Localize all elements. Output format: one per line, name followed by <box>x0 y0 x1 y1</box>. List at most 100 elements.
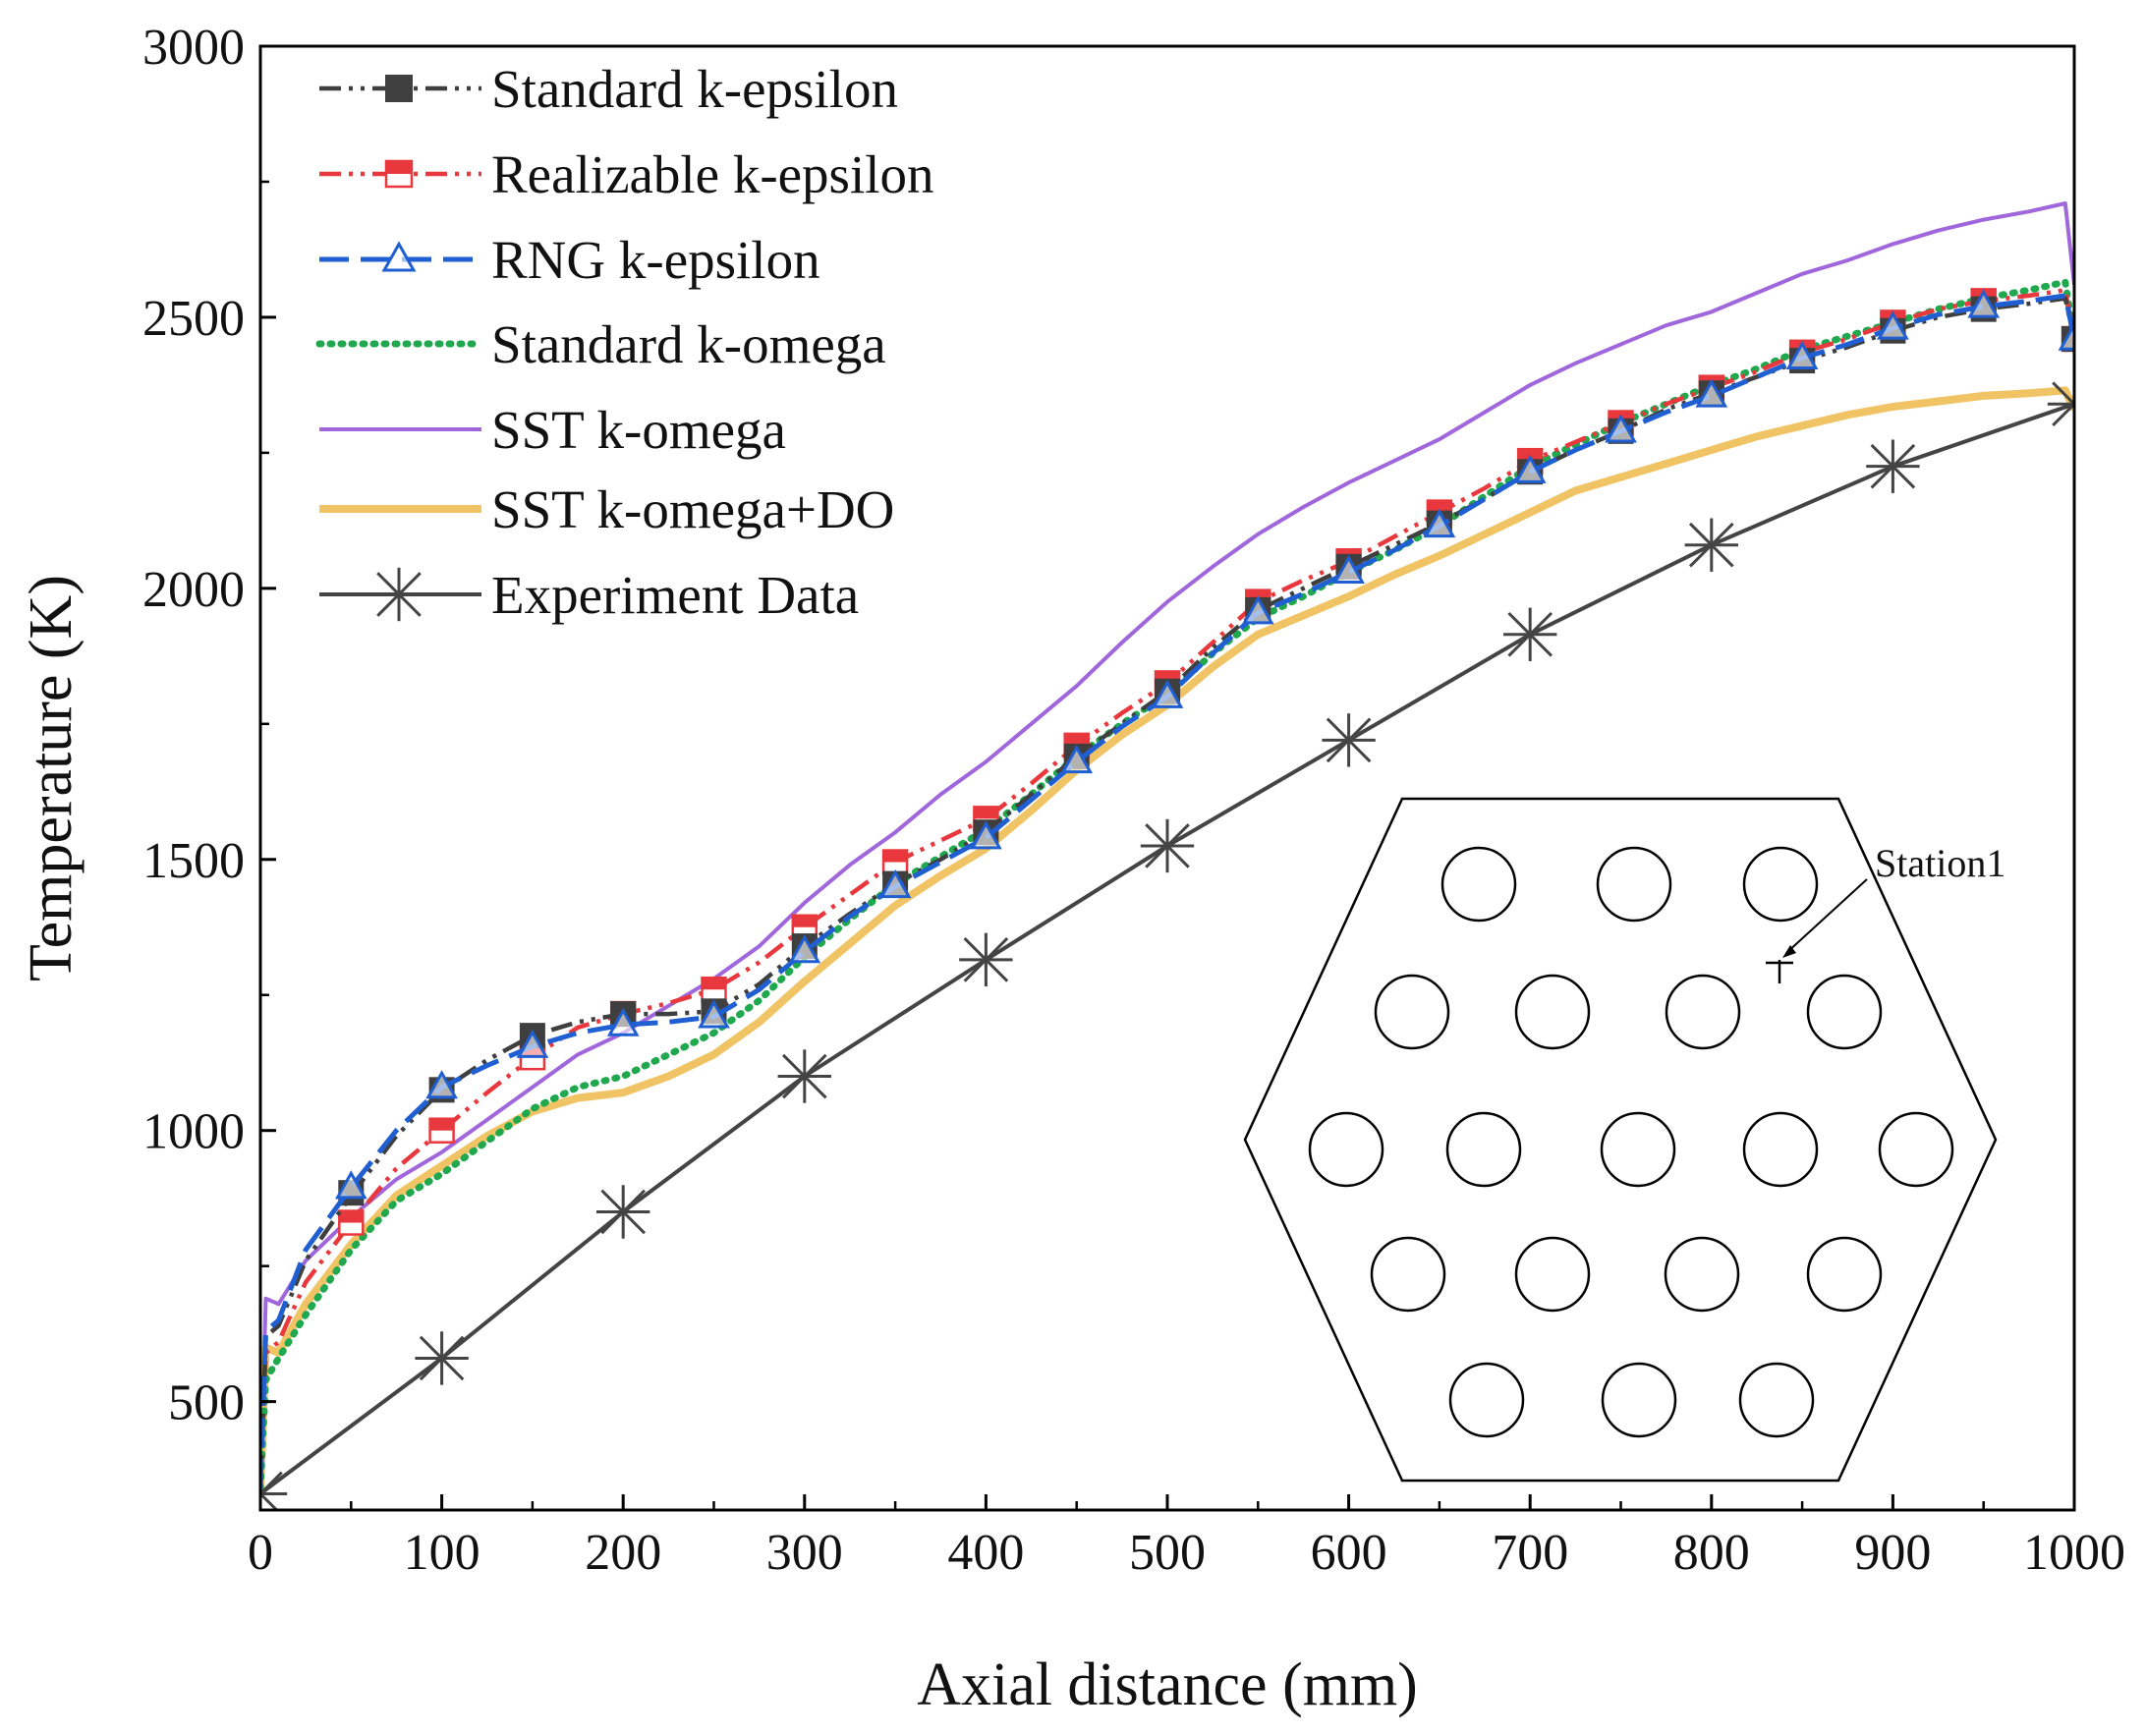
series-marker-rng-k-epsilon <box>1241 595 1274 625</box>
rod-circle <box>1664 1236 1740 1313</box>
rod-circle <box>1596 846 1672 923</box>
legend-label: SST k-omega <box>491 400 786 460</box>
series-marker-experiment-data <box>959 932 1013 987</box>
series-marker-experiment-data <box>1684 518 1738 572</box>
legend: Standard k-epsilon Realizable k-epsilon RN… <box>315 59 934 625</box>
series-marker-rng-k-epsilon <box>334 1170 367 1200</box>
series-marker-experiment-data <box>1503 607 1557 661</box>
x-axis: 0 100 200 300 400 500 600 700 800 900 1000 <box>248 1494 2125 1581</box>
y-tick-label: 2500 <box>142 291 245 347</box>
series-line-rng-k-epsilon <box>260 293 2074 1488</box>
rod-circle <box>1878 1111 1954 1188</box>
legend-label: SST k-omega+DO <box>491 479 894 539</box>
legend-label: Realizable k-epsilon <box>491 144 934 204</box>
series-marker-experiment-data <box>596 1185 650 1239</box>
legend-marker <box>381 241 417 272</box>
y-tick-label: 1500 <box>142 833 245 889</box>
legend-label: Experiment Data <box>491 565 859 625</box>
station-marker <box>1766 960 1793 983</box>
legend-item-rng-k-epsilon: RNG k-epsilon <box>319 230 820 290</box>
station-arrow <box>1785 878 1868 954</box>
series-marker-experiment-data <box>415 1331 469 1385</box>
y-tick-label: 1000 <box>142 1104 245 1160</box>
station-label: Station1 <box>1875 841 2005 885</box>
legend-label: Standard k-epsilon <box>491 59 898 119</box>
legend-label: RNG k-epsilon <box>491 230 820 290</box>
rod-circle <box>1514 1236 1591 1313</box>
series-marker-experiment-data <box>1322 713 1376 767</box>
x-tick-label: 900 <box>1854 1525 1931 1581</box>
y-axis: 500 1000 1500 2000 2500 3000 <box>142 20 276 1431</box>
rod-circle <box>1738 1362 1815 1438</box>
series-rng-k-epsilon <box>260 289 2074 1488</box>
series-sst-k-omega-do <box>260 386 2074 1489</box>
y-tick-label: 2000 <box>142 562 245 618</box>
series-line-realizable-k-epsilon <box>260 288 2074 1488</box>
legend-marker <box>371 567 426 622</box>
series-marker-rng-k-epsilon <box>970 820 1002 850</box>
series-marker-rng-k-epsilon <box>698 999 730 1029</box>
x-axis-label: Axial distance (mm) <box>917 1652 1418 1718</box>
x-tick-label: 300 <box>766 1525 843 1581</box>
rod-circle <box>1806 974 1883 1050</box>
series-sst-k-omega <box>260 201 2074 1488</box>
series-marker-rng-k-epsilon <box>1332 554 1365 584</box>
x-tick-label: 100 <box>404 1525 480 1581</box>
rod-circle <box>1742 1111 1819 1188</box>
series-marker-experiment-data <box>777 1049 831 1103</box>
series-marker-rng-k-epsilon <box>1513 454 1547 483</box>
series-marker-experiment-data <box>1866 439 1920 493</box>
rod-circle <box>1600 1111 1676 1188</box>
series-marker-rng-k-epsilon <box>2058 321 2074 351</box>
rod-circle <box>1448 1362 1525 1438</box>
series-marker-rng-k-epsilon <box>1060 744 1094 774</box>
rod-circle <box>1374 974 1450 1050</box>
rod-circle <box>1514 974 1591 1050</box>
series-marker-experiment-data <box>1140 818 1195 873</box>
series-marker-realizable-k-epsilon <box>701 976 727 1003</box>
x-tick-label: 600 <box>1311 1525 1387 1581</box>
series-marker-rng-k-epsilon <box>606 1007 640 1036</box>
series-layer <box>260 201 2074 1510</box>
series-marker-rng-k-epsilon <box>516 1029 549 1058</box>
y-tick-label: 500 <box>168 1375 245 1431</box>
legend-item-sst-k-omega-do: SST k-omega+DO <box>319 479 894 539</box>
y-axis-label: Temperature (K) <box>18 575 85 981</box>
x-tick-label: 400 <box>947 1525 1024 1581</box>
legend-item-realizable-k-epsilon: Realizable k-epsilon <box>319 144 934 204</box>
x-tick-label: 700 <box>1492 1525 1568 1581</box>
rod-circle <box>1370 1236 1446 1313</box>
rod-circles <box>1308 846 1954 1438</box>
series-marker-experiment-data <box>2047 377 2074 431</box>
legend-item-sst-k-omega: SST k-omega <box>319 400 786 460</box>
series-marker-rng-k-epsilon <box>1423 508 1456 538</box>
plot-area <box>260 201 2074 1510</box>
series-marker-realizable-k-epsilon <box>338 1209 365 1236</box>
series-marker-realizable-k-epsilon <box>881 849 909 875</box>
legend-item-experiment-data: Experiment Data <box>319 565 859 625</box>
series-marker-rng-k-epsilon <box>788 934 821 964</box>
y-tick-label: 3000 <box>142 20 245 76</box>
series-marker-rng-k-epsilon <box>1785 340 1819 370</box>
series-line-sst-k-omega <box>260 201 2074 1488</box>
series-marker-rng-k-epsilon <box>425 1070 458 1099</box>
rod-circle <box>1601 1362 1677 1438</box>
legend-marker <box>385 75 413 102</box>
rod-circle <box>1445 1111 1522 1188</box>
x-tick-label: 800 <box>1673 1525 1750 1581</box>
series-marker-rng-k-epsilon <box>1877 310 1909 340</box>
legend-item-standard-k-epsilon: Standard k-epsilon <box>319 59 898 119</box>
series-marker-rng-k-epsilon <box>1151 679 1184 708</box>
series-marker-realizable-k-epsilon <box>428 1117 455 1144</box>
rod-bundle-inset: Station1 <box>1243 797 2005 1483</box>
rod-circle <box>1440 846 1517 923</box>
series-marker-rng-k-epsilon <box>1967 289 2001 318</box>
x-tick-label: 500 <box>1129 1525 1206 1581</box>
legend-label: Standard k-omega <box>491 314 886 374</box>
rod-circle <box>1665 974 1741 1050</box>
legend-item-standard-k-omega: Standard k-omega <box>315 314 886 374</box>
series-line-sst-k-omega-do <box>260 386 2074 1489</box>
series-marker-rng-k-epsilon <box>1605 414 1637 443</box>
legend-marker <box>384 159 414 189</box>
